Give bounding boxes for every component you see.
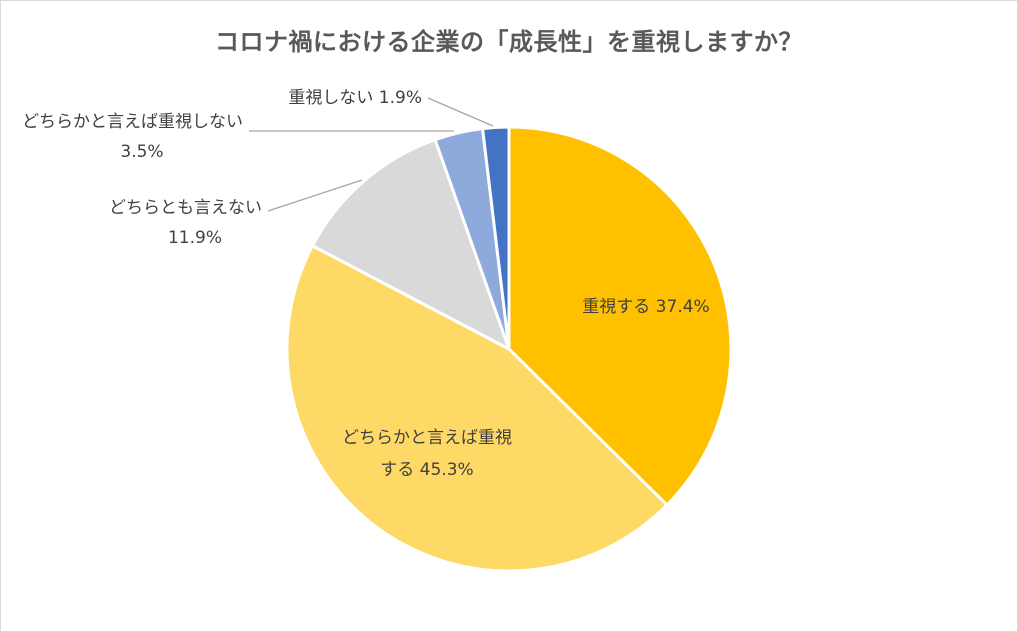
slice-label-3-line-1: どちらとも言えない [109,198,262,218]
leader-line-5 [427,97,494,127]
slice-label-4-line-2: 3.5% [120,142,163,162]
pie-slice-2 [285,244,669,573]
slice-label-5-line-1: 重視しない 1.9% [288,88,422,108]
slice-label-3-line-2: 11.9% [168,228,222,248]
pie-slice-5 [481,125,511,351]
pie-slice-1 [507,125,733,507]
leader-line-3 [267,179,363,212]
slice-label-2-line-1: どちらかと言えば重視 [342,428,512,448]
slice-label-2-line-2: する 45.3% [380,460,473,480]
slice-label-4-line-1: どちらかと言えば重視しない [22,112,243,132]
slice-label-1-line-1: 重視する 37.4% [582,297,709,317]
chart-title: コロナ禍における企業の「成長性」を重視しますか？ [215,28,803,56]
pie-slice-3 [310,138,511,351]
